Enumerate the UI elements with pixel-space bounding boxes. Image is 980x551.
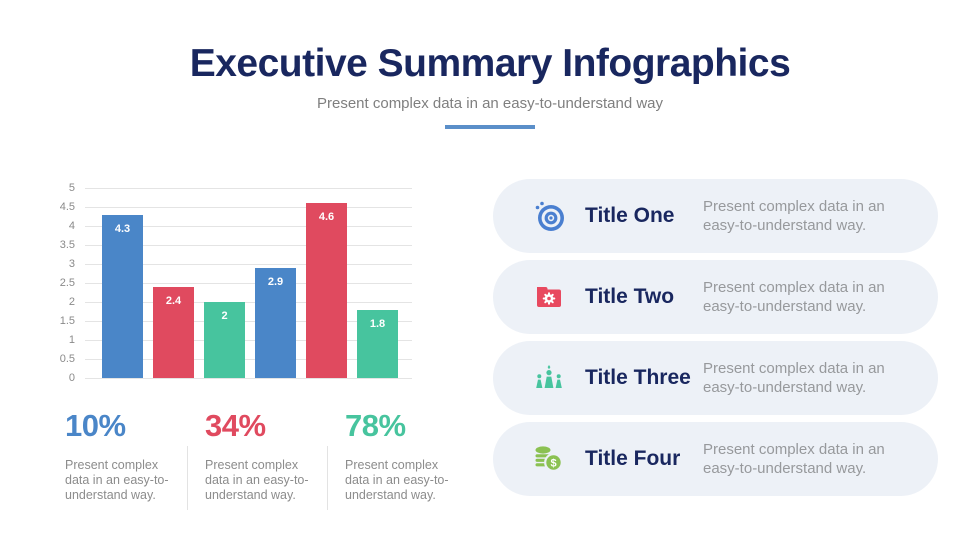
bar-value-label: 4.3 (114, 222, 131, 235)
card-description: Present complex data in an easy-to-under… (703, 441, 885, 477)
coins-icon: $ (533, 443, 565, 475)
y-axis-tick-label: 2 (68, 296, 75, 308)
gridline (85, 378, 412, 379)
stat-value: 10% (65, 408, 126, 443)
y-axis-tick-label: 3.5 (59, 239, 75, 251)
gridline (85, 207, 412, 208)
gridline (85, 302, 412, 303)
card-description: Present complex data in an easy-to-under… (703, 360, 885, 396)
card-title-four: $ Title Four Present complex data in an … (493, 422, 938, 496)
stat-description: Present complex data in an easy-to-under… (65, 458, 169, 502)
stat-block: 34% Present complex data in an easy-to-u… (205, 408, 325, 510)
bar: 4.6 (306, 203, 347, 378)
bar: 2 (204, 302, 245, 378)
gridline (85, 283, 412, 284)
card-title: Title One (585, 204, 675, 227)
card-description: Present complex data in an easy-to-under… (703, 198, 885, 234)
bar: 1.8 (357, 309, 398, 378)
card-title-three: Title Three Present complex data in an e… (493, 341, 938, 415)
gridline (85, 226, 412, 227)
bar-chart-plot: 5 4.5 4 3.5 3 2.5 2 1.5 1 0.5 0 4.3 2.4 2 2.9 4.6 1.8 (60, 182, 412, 384)
bar: 4.3 (102, 214, 143, 378)
stats-row: 10% Present complex data in an easy-to-u… (65, 408, 465, 510)
target-icon (533, 200, 565, 232)
stat-divider (327, 446, 328, 510)
gridline (85, 264, 412, 265)
bar: 2.9 (255, 267, 296, 378)
cards-list: Title One Present complex data in an eas… (493, 179, 938, 503)
y-axis-tick-label: 0.5 (59, 353, 75, 365)
page-subtitle: Present complex data in an easy-to-under… (316, 95, 664, 112)
y-axis-tick-label: 4 (68, 220, 75, 232)
team-icon (533, 362, 565, 394)
y-axis-tick-label: 3 (68, 258, 75, 270)
bar-value-label: 1.8 (369, 317, 386, 330)
stat-value: 78% (345, 408, 406, 443)
gridline (85, 359, 412, 360)
stat-block: 78% Present complex data in an easy-to-u… (345, 408, 465, 510)
card-description: Present complex data in an easy-to-under… (703, 279, 885, 315)
page-title: Executive Summary Infographics (189, 42, 791, 85)
stat-block: 10% Present complex data in an easy-to-u… (65, 408, 185, 510)
bar: 2.4 (153, 286, 194, 378)
bar-value-label: 2.4 (165, 294, 182, 307)
bar-value-label: 2 (221, 310, 228, 322)
y-axis-tick-label: 0 (68, 372, 75, 384)
y-axis-tick-label: 1 (68, 334, 75, 346)
y-axis-tick-label: 1.5 (59, 315, 75, 327)
gridline (85, 188, 412, 189)
card-title-one: Title One Present complex data in an eas… (493, 179, 938, 253)
stat-value: 34% (205, 408, 266, 443)
title-divider (445, 125, 535, 129)
card-title: Title Three (585, 366, 691, 389)
folder-gear-icon (533, 281, 565, 313)
svg-text:$: $ (550, 457, 556, 469)
stat-divider (187, 446, 188, 510)
gridline (85, 340, 412, 341)
gridline (85, 321, 412, 322)
bar-value-label: 2.9 (267, 275, 284, 288)
card-title-two: Title Two Present complex data in an eas… (493, 260, 938, 334)
y-axis-tick-label: 2.5 (59, 277, 75, 289)
stat-description: Present complex data in an easy-to-under… (205, 458, 309, 502)
y-axis-tick-label: 5 (68, 182, 75, 194)
card-title: Title Two (585, 285, 675, 308)
bar-value-label: 4.6 (318, 211, 335, 224)
gridline (85, 245, 412, 246)
stat-description: Present complex data in an easy-to-under… (345, 458, 449, 502)
card-title: Title Four (585, 447, 681, 470)
y-axis-tick-label: 4.5 (59, 201, 75, 213)
